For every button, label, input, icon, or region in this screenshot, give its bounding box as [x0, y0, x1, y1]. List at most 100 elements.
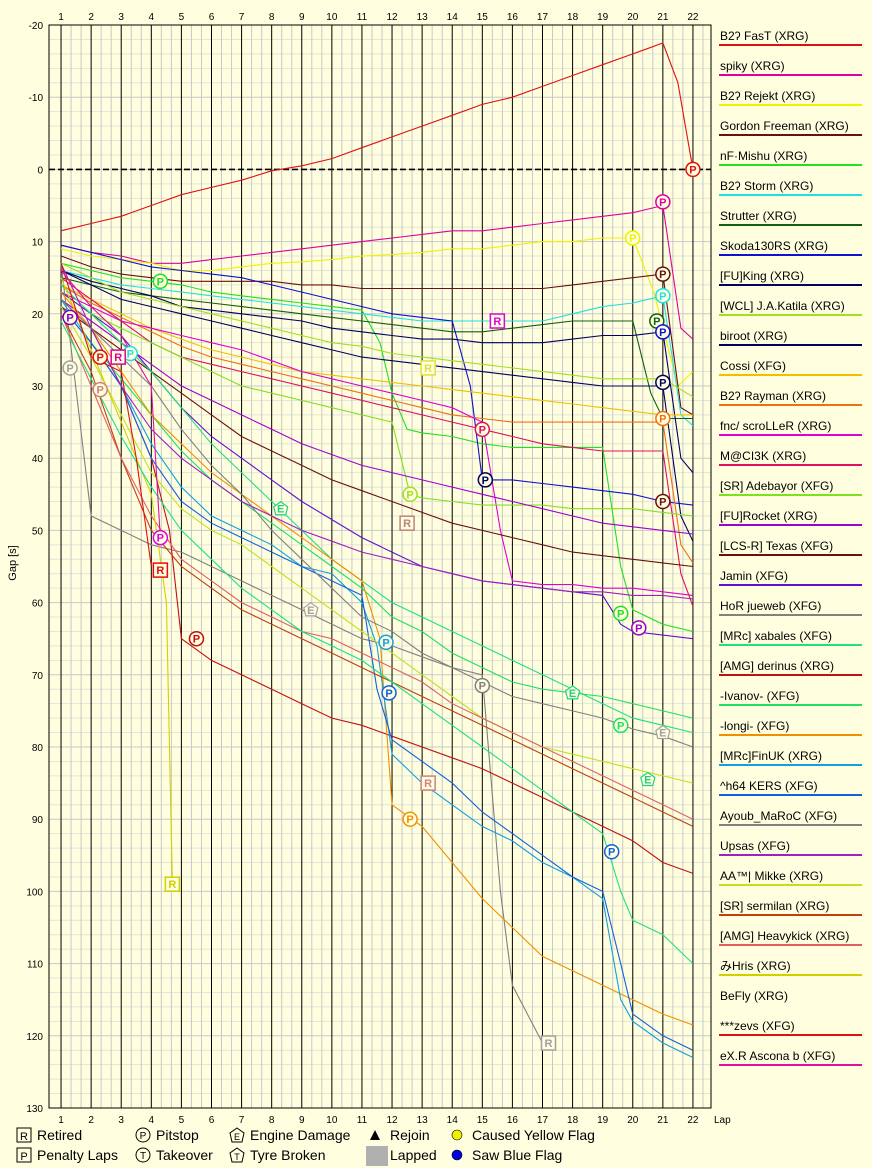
event-legend-label: Rejoin: [390, 1127, 430, 1143]
event-legend-item: Lapped: [366, 1146, 437, 1166]
event-legend-label: Takeover: [156, 1147, 213, 1163]
engine-damage-marker: [655, 724, 671, 740]
event-marker-label: P: [482, 475, 489, 487]
top-lap-tick: 12: [386, 12, 398, 23]
x-axis-label: Lap: [714, 1115, 731, 1126]
event-marker-p: P: [477, 472, 494, 488]
event-marker-label: P: [193, 634, 200, 646]
legend-label: Gordon Freeman (XRG): [720, 119, 849, 133]
legend-symbol: T: [140, 1151, 146, 1162]
event-legend-item: T Takeover: [135, 1147, 213, 1163]
pitstop-marker: [378, 634, 394, 651]
pitstop-marker: [188, 630, 205, 647]
bottom-lap-tick: 22: [687, 1115, 699, 1126]
legend-label: Strutter (XRG): [720, 209, 797, 223]
event-legend-label: Pitstop: [156, 1127, 199, 1143]
legend-entry: [FU]Rocket (XRG): [719, 509, 862, 526]
event-marker-p: P: [612, 605, 629, 622]
legend-entry: Ayoub_MaRoC (XFG): [719, 809, 862, 826]
event-marker-p: P: [92, 349, 108, 365]
bottom-lap-tick: 20: [627, 1115, 639, 1126]
series-line: [60, 269, 694, 427]
event-marker-label: P: [96, 352, 103, 364]
bottom-lap-tick: 2: [88, 1115, 94, 1126]
y-axis-label: Gap [s]: [7, 545, 19, 580]
legend-label: Ayoub_MaRoC (XFG): [720, 809, 837, 823]
retired-marker: [152, 562, 169, 578]
legend-label: みHris (XRG): [720, 959, 791, 973]
event-marker-p: P: [655, 194, 671, 210]
gap-tick: -20: [29, 21, 44, 32]
series-line: [60, 270, 694, 542]
legend-label: B2ʔ Rayman (XRG): [720, 389, 826, 403]
legend-entry: [WCL] J.A.Katila (XRG): [719, 299, 862, 316]
series-line: [60, 263, 152, 567]
series-line: [60, 263, 693, 600]
event-marker-p: P: [152, 273, 169, 290]
event-marker-label: P: [659, 197, 666, 209]
legend-entry: spiky (XRG): [719, 59, 862, 76]
bottom-lap-tick: 1: [58, 1115, 64, 1126]
legend-label: [LCS-R] Texas (XFG): [720, 539, 833, 553]
legend-entry: eX.R Ascona b (XFG): [719, 1049, 862, 1066]
series-line: [60, 244, 693, 506]
legend-label: M@CI3K (XRG): [720, 449, 806, 463]
legend-entry: Jamin (XFG): [719, 569, 862, 586]
legend-entry: [MRc] xabales (XFG): [719, 629, 862, 646]
event-marker-p: P: [655, 288, 671, 304]
legend-symbol-circle: [135, 1147, 151, 1163]
event-marker-label: R: [156, 565, 164, 577]
legend-symbol: P: [140, 1131, 147, 1142]
top-lap-tick: 7: [239, 12, 245, 23]
bottom-lap-tick: 17: [537, 1115, 549, 1126]
event-legend-item: P Penalty Laps: [16, 1147, 118, 1163]
series-line: [60, 291, 693, 517]
event-marker-p: P: [474, 421, 491, 438]
legend-label: Jamin (XFG): [720, 569, 788, 583]
event-marker-label: P: [385, 688, 392, 700]
bottom-lap-tick: 13: [417, 1115, 429, 1126]
event-marker-p: P: [612, 717, 629, 734]
event-marker-label: P: [689, 164, 696, 176]
event-marker-p: P: [685, 161, 701, 178]
bottom-lap-tick: 11: [357, 1115, 368, 1126]
event-marker-label: P: [157, 533, 164, 545]
retired-marker: [164, 876, 181, 892]
blue-flag-symbol: [451, 1149, 463, 1161]
event-marker-label: P: [653, 316, 660, 328]
event-marker-label: R: [168, 879, 176, 891]
event-marker-label: R: [403, 518, 411, 530]
legend-label: HoR jueweb (XFG): [720, 599, 821, 613]
event-marker-r: R: [420, 360, 436, 376]
event-legend: R Retired P Penalty Laps P Pitstop T Takeover E E…: [16, 1127, 595, 1166]
pitstop-marker: [381, 685, 397, 701]
pitstop-marker: [655, 194, 671, 210]
top-lap-tick: 21: [657, 12, 669, 23]
event-marker-label: E: [659, 728, 666, 740]
pitstop-marker: [152, 529, 169, 546]
legend-label: B2ʔ Storm (XRG): [720, 179, 813, 193]
top-lap-tick: 6: [209, 12, 215, 23]
bottom-lap-tick: 14: [447, 1115, 459, 1126]
legend-symbol-box: [16, 1127, 32, 1143]
plot-background: [49, 25, 711, 1108]
series-line: [60, 270, 161, 538]
event-marker-label: P: [479, 424, 486, 436]
event-marker-label: P: [406, 489, 413, 501]
event-marker-label: P: [629, 233, 636, 245]
legend-entry: M@CI3K (XRG): [719, 449, 862, 466]
event-legend-item: Rejoin: [370, 1127, 430, 1143]
legend-entry: Upsas (XFG): [719, 839, 862, 856]
legend-label: nF·Mishu (XRG): [720, 149, 807, 163]
event-legend-item: Caused Yellow Flag: [451, 1127, 595, 1143]
grid: [48, 24, 711, 1109]
legend-label: Skoda130RS (XRG): [720, 239, 828, 253]
bottom-lap-tick: 18: [567, 1115, 579, 1126]
series-line: [60, 299, 694, 1058]
legend-entry: [AMG] derinus (XRG): [719, 659, 862, 676]
event-marker-label: P: [617, 720, 624, 732]
event-marker-label: E: [569, 688, 576, 700]
pitstop-marker: [612, 717, 629, 734]
pitstop-marker: [474, 421, 491, 438]
